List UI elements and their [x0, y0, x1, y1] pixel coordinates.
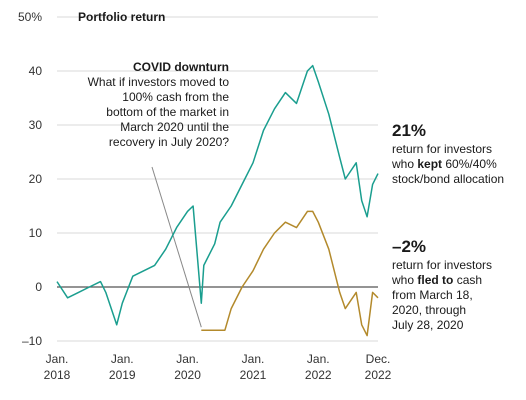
- x-tick-label: 2021: [240, 368, 267, 382]
- y-tick-label: 30: [29, 118, 43, 132]
- fled-line: from March 18,: [392, 288, 473, 302]
- kept-line: stock/bond allocation: [392, 172, 505, 186]
- x-tick-label: Jan.: [176, 352, 199, 366]
- y-tick-label: 20: [29, 172, 43, 186]
- x-tick-label: 2018: [44, 368, 71, 382]
- covid-annotation: COVID downturn What if investors moved t…: [88, 60, 229, 150]
- x-tick-label: Jan.: [242, 352, 265, 366]
- kept-line: who kept 60%/40%: [392, 157, 497, 171]
- x-tick-label: 2022: [305, 368, 332, 382]
- annotation-line: What if investors moved to: [87, 75, 229, 89]
- annotation-line: bottom of the market in: [106, 105, 229, 119]
- x-tick-label: 2020: [174, 368, 201, 382]
- kept-value: 21%: [392, 121, 427, 140]
- x-tick-label: 2022: [365, 368, 392, 382]
- fled-line: who fled to cash: [392, 273, 483, 287]
- annotation-line: March 2020 until the: [120, 120, 229, 134]
- x-tick-label: Jan.: [111, 352, 134, 366]
- x-tick-label: Jan.: [46, 352, 69, 366]
- annotation-line: recovery in July 2020?: [108, 135, 229, 149]
- y-tick-label: 10: [29, 226, 43, 240]
- fled-callout: –2% return for investors who fled to cas…: [392, 236, 492, 333]
- annotation-title: COVID downturn: [133, 60, 229, 74]
- annotation-line: 100% cash from the: [122, 90, 229, 104]
- fled-line: return for investors: [392, 258, 493, 272]
- x-tick-label: Dec.: [366, 352, 391, 366]
- series-line-fled: [201, 210, 379, 337]
- y-tick-label: –10: [22, 334, 42, 348]
- x-tick-label: 2019: [109, 368, 136, 382]
- chart-title: Portfolio return: [78, 10, 165, 24]
- fled-value: –2%: [392, 237, 427, 256]
- annotation-pointer: [151, 166, 202, 328]
- y-tick-label: 50%: [18, 10, 42, 24]
- y-tick-label: 0: [35, 280, 42, 294]
- kept-callout: 21% return for investors who kept 60%/40…: [392, 120, 504, 187]
- fled-line: 2020, through: [392, 303, 467, 317]
- kept-emphasis: kept: [417, 157, 443, 171]
- kept-line: return for investors: [392, 142, 493, 156]
- x-tick-label: Jan.: [307, 352, 330, 366]
- fled-line: July 28, 2020: [392, 318, 464, 332]
- fled-emphasis: fled to: [417, 273, 454, 287]
- y-tick-label: 40: [29, 64, 43, 78]
- series-line-kept: [56, 64, 379, 326]
